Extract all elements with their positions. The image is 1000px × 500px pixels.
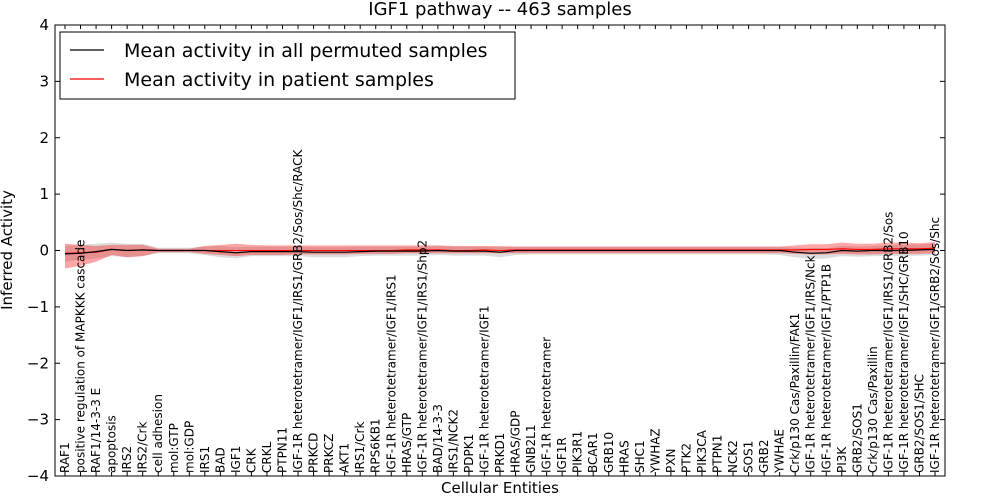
patient-band-layer <box>65 242 935 269</box>
category-label: HRAS/GTP <box>400 413 414 473</box>
category-label: CRKL <box>260 441 274 473</box>
category-label: PIK3R1 <box>571 431 585 473</box>
tick-layer: 4 3 2 1 0 −1 −2 −3 −4 <box>27 16 945 485</box>
category-label: IGF-1R heterotetramer/IGF1/IRS1/GRB2/Sos <box>881 212 895 473</box>
y-tick-label: −1 <box>27 298 49 316</box>
category-label: mol:GDP <box>182 421 196 473</box>
category-label: GRB2/SOS1 <box>850 403 864 473</box>
category-label: PRKCD <box>307 433 321 473</box>
category-label: PXN <box>664 449 678 473</box>
legend-label-permuted: Mean activity in all permuted samples <box>124 40 487 62</box>
category-label: IGF-1R heterotetramer/IGF1/IRS1/Shp2 <box>415 240 429 473</box>
legend-box <box>59 31 516 100</box>
category-label: IGF1 <box>229 446 243 473</box>
category-label: IRS1/NCK2 <box>446 409 460 473</box>
category-label: IGF-1R heterotetramer/IGF1/IRS1/GRB2/Sos… <box>291 148 305 473</box>
category-label: Crk/p130 Cas/Paxillin <box>866 346 880 473</box>
category-label: apoptosis <box>105 415 119 473</box>
legend-label-patient: Mean activity in patient samples <box>124 69 434 91</box>
category-label: IGF-1R heterotetramer/IGF1/PTP1B <box>819 264 833 473</box>
category-label: GNB2L1 <box>524 425 538 473</box>
category-label: PIK3CA <box>695 429 709 473</box>
category-label: BAD <box>213 447 227 473</box>
category-label: IRS2 <box>120 446 134 473</box>
category-label: RAF1/14-3-3 E <box>89 388 103 473</box>
patient-band <box>65 242 935 269</box>
y-tick-label: 1 <box>39 185 49 203</box>
y-tick-label: 2 <box>39 129 49 147</box>
category-label-layer: RAF1 positive regulation of MAPKKK cascad… <box>58 148 942 474</box>
category-label: PDPK1 <box>462 434 476 473</box>
y-tick-label: 4 <box>39 16 49 34</box>
line-layer <box>64 247 936 255</box>
category-label: RAF1 <box>58 442 72 473</box>
category-label: PTPN1 <box>711 435 725 473</box>
category-label: CRK <box>244 447 258 473</box>
category-label: GRB2/SOS1/SHC <box>913 374 927 473</box>
category-label: GRB10 <box>602 432 616 473</box>
category-label: SHC1 <box>633 440 647 473</box>
category-label: positive regulation of MAPKKK cascade <box>74 240 88 473</box>
category-label: YWHAE <box>773 429 787 474</box>
y-tick-label: −4 <box>27 467 49 485</box>
category-label: PRKCZ <box>322 434 336 473</box>
category-label: RPS6KB1 <box>369 418 383 473</box>
category-label: NCK2 <box>726 440 740 473</box>
chart-title: IGF1 pathway -- 463 samples <box>368 0 631 20</box>
category-label: IGF-1R heterotetramer/IGF1 <box>478 306 492 473</box>
permuted-mean-line <box>64 248 936 255</box>
category-label: AKT1 <box>338 443 352 473</box>
x-axis-title: Cellular Entities <box>441 479 559 497</box>
category-label: IGF1R <box>555 437 569 473</box>
y-tick-label: −2 <box>27 354 49 372</box>
category-label: IGF-1R heterotetramer/IGF1/GRB2/Sos/Shc <box>928 217 942 473</box>
y-tick-label: 0 <box>39 242 49 260</box>
category-label: IGF-1R heterotetramer/IGF1/IRS/Nck <box>804 255 818 473</box>
category-label: PI3K <box>835 446 849 473</box>
category-label: mol:GTP <box>167 423 181 473</box>
category-label: SOS1 <box>742 441 756 473</box>
category-label: Crk/p130 Cas/Paxillin/FAK1 <box>788 313 802 473</box>
y-tick-label: 3 <box>39 72 49 90</box>
category-label: IRS2/Crk <box>136 422 150 473</box>
y-axis-title: Inferred Activity <box>0 190 16 310</box>
category-label: IRS1/Crk <box>353 422 367 473</box>
category-label: IRS1 <box>198 446 212 473</box>
category-label: PTPN11 <box>276 427 290 473</box>
category-label: PTK2 <box>679 443 693 473</box>
category-label: IGF-1R heterotetramer <box>540 337 554 473</box>
category-label: IGF-1R heterotetramer/IGF1/IRS1 <box>384 274 398 473</box>
category-label: YWHAZ <box>648 428 662 474</box>
category-label: GRB2 <box>757 439 771 473</box>
category-label: cell adhesion <box>151 394 165 473</box>
legend: Mean activity in all permuted samples Me… <box>59 31 516 100</box>
category-label: PRKD1 <box>493 433 507 473</box>
category-label: BCAR1 <box>586 432 600 473</box>
y-tick-label: −3 <box>27 411 49 429</box>
category-label: HRAS/GDP <box>509 410 523 473</box>
category-label: BAD/14-3-3 <box>431 404 445 473</box>
category-label: IGF-1R heterotetramer/IGF1/SHC/GRB10 <box>897 231 911 473</box>
category-label: HRAS <box>617 440 631 473</box>
